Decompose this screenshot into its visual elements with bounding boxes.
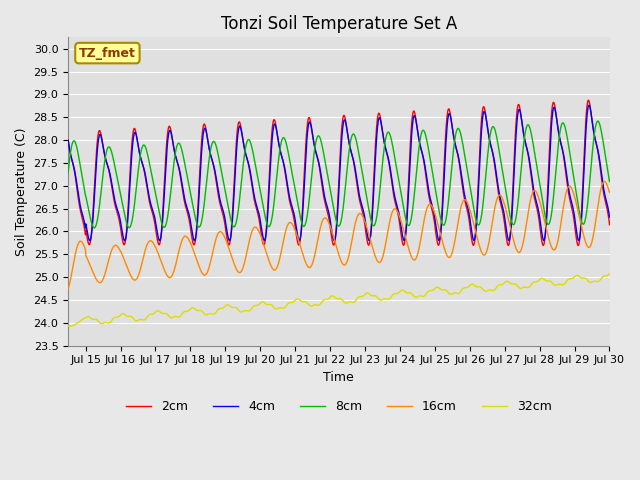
32cm xyxy=(66,324,74,329)
32cm xyxy=(129,314,136,320)
4cm xyxy=(372,135,380,141)
8cm xyxy=(294,204,302,209)
Line: 2cm: 2cm xyxy=(68,100,609,246)
32cm xyxy=(64,324,72,329)
2cm xyxy=(574,243,582,249)
16cm xyxy=(600,179,608,184)
Title: Tonzi Soil Temperature Set A: Tonzi Soil Temperature Set A xyxy=(221,15,457,33)
Line: 4cm: 4cm xyxy=(68,105,609,240)
4cm xyxy=(305,119,313,125)
X-axis label: Time: Time xyxy=(323,371,354,384)
8cm xyxy=(64,170,72,176)
Line: 32cm: 32cm xyxy=(68,274,609,326)
4cm xyxy=(107,173,115,179)
8cm xyxy=(372,215,380,221)
4cm xyxy=(316,161,323,167)
Line: 16cm: 16cm xyxy=(68,181,609,289)
32cm xyxy=(107,319,115,325)
Line: 8cm: 8cm xyxy=(68,121,609,228)
2cm xyxy=(106,173,114,179)
8cm xyxy=(605,179,613,184)
2cm xyxy=(294,240,301,246)
8cm xyxy=(90,225,98,231)
32cm xyxy=(305,302,313,308)
16cm xyxy=(372,256,380,262)
8cm xyxy=(594,118,602,124)
4cm xyxy=(129,144,136,149)
16cm xyxy=(605,190,613,195)
16cm xyxy=(64,286,72,292)
8cm xyxy=(107,146,115,152)
4cm xyxy=(294,235,302,241)
8cm xyxy=(305,195,313,201)
16cm xyxy=(106,252,114,258)
Text: TZ_fmet: TZ_fmet xyxy=(79,47,136,60)
8cm xyxy=(129,216,136,222)
2cm xyxy=(585,97,593,103)
16cm xyxy=(128,275,136,281)
16cm xyxy=(315,232,323,238)
Y-axis label: Soil Temperature (C): Soil Temperature (C) xyxy=(15,127,28,256)
16cm xyxy=(305,264,313,270)
Legend: 2cm, 4cm, 8cm, 16cm, 32cm: 2cm, 4cm, 8cm, 16cm, 32cm xyxy=(121,395,557,418)
4cm xyxy=(64,137,72,143)
16cm xyxy=(294,235,301,241)
2cm xyxy=(305,115,313,120)
2cm xyxy=(372,130,380,135)
2cm xyxy=(315,161,323,167)
2cm xyxy=(605,222,613,228)
32cm xyxy=(316,302,323,308)
32cm xyxy=(605,271,613,276)
4cm xyxy=(585,102,593,108)
4cm xyxy=(86,238,93,243)
2cm xyxy=(128,138,136,144)
8cm xyxy=(316,133,323,139)
2cm xyxy=(64,138,72,144)
4cm xyxy=(605,214,613,220)
32cm xyxy=(372,294,380,300)
32cm xyxy=(294,296,302,302)
